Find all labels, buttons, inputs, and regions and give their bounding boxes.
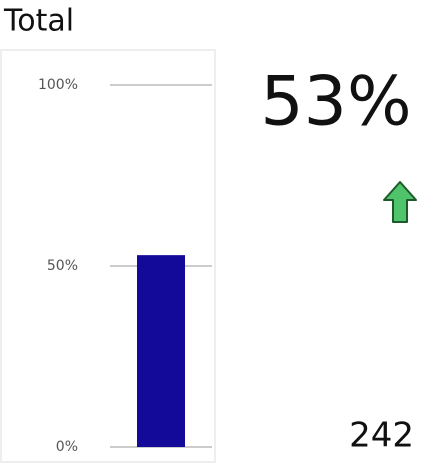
- plot: 0% 50% 100%: [38, 77, 212, 455]
- y-tick-label: 100%: [38, 77, 78, 93]
- value-label: 53%: [260, 63, 411, 142]
- y-tick-label: 50%: [47, 258, 78, 274]
- widget-title: Total: [3, 4, 74, 39]
- y-tick-label: 0%: [56, 439, 78, 455]
- bar: [137, 255, 185, 447]
- trend-up-arrow: [383, 181, 417, 223]
- count-label: 242: [349, 416, 414, 456]
